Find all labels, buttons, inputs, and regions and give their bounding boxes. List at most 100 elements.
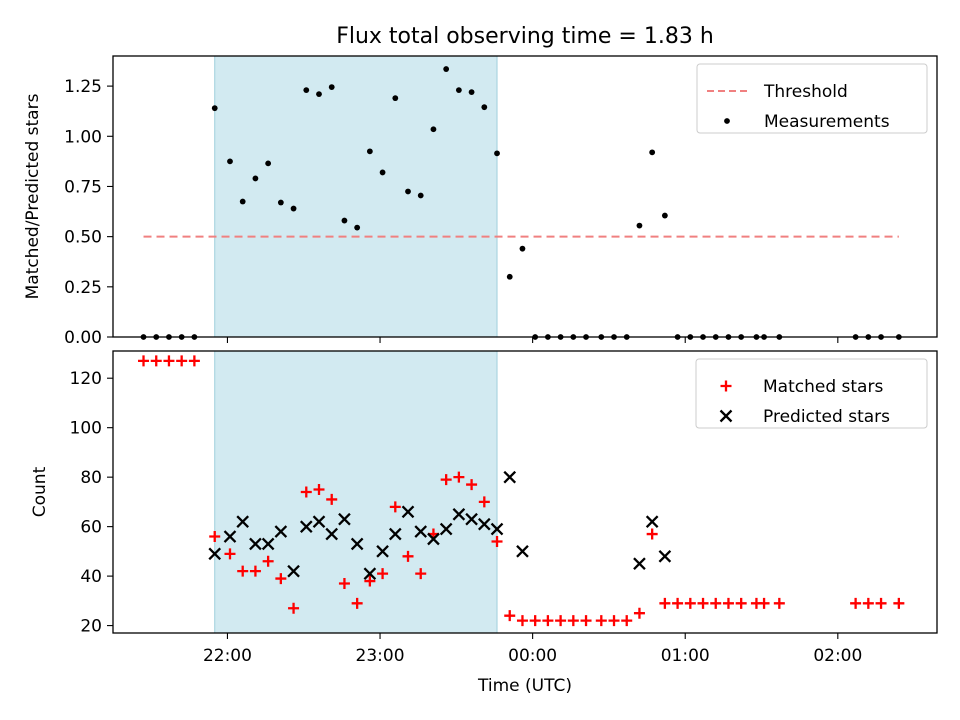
- count-panel-frame: [112, 350, 938, 634]
- measurement-point: [636, 222, 643, 229]
- measurement-point: [366, 148, 373, 155]
- predicted-star-point: [427, 532, 440, 546]
- matched-star-point: [389, 501, 401, 513]
- measurement-point: [379, 169, 386, 176]
- y-tick-label: 20: [80, 617, 102, 637]
- measurement-point: [417, 192, 424, 199]
- matched-star-point: [478, 496, 490, 508]
- legend-box: [695, 358, 928, 429]
- predicted-star-point: [516, 545, 529, 558]
- legend-label: Threshold: [763, 82, 848, 102]
- matched-star-point: [209, 531, 221, 543]
- matched-star-point: [491, 535, 503, 547]
- y-tick-label: 80: [80, 468, 102, 488]
- measurement-point: [649, 149, 656, 156]
- matched-star-point: [850, 597, 862, 609]
- matched-star-point: [288, 602, 300, 614]
- matched-star-point: [415, 568, 427, 580]
- measurement-point: [341, 217, 348, 224]
- legend-label: Measurements: [764, 112, 890, 132]
- predicted-star-point: [401, 505, 415, 519]
- time-x-axis: 22:00 23:00 00:00 01:00 02:00: [203, 633, 862, 666]
- matched-star-point: [453, 471, 465, 483]
- predicted-star-point: [477, 517, 491, 531]
- predicted-star-point: [350, 537, 364, 551]
- predicted-star-point: [223, 530, 237, 543]
- matched-star-point: [684, 597, 696, 609]
- matched-star-point: [672, 597, 684, 609]
- matched-star-point: [722, 597, 734, 609]
- count-y-axis-label: Count: [30, 466, 50, 517]
- matched-star-point: [542, 615, 554, 627]
- predicted-star-point: [363, 567, 377, 580]
- measurement-point: [661, 212, 668, 219]
- chart-title: Flux total observing time = 1.83 h: [336, 24, 714, 49]
- matched-star-point: [262, 555, 274, 567]
- legend-box: [696, 63, 928, 134]
- predicted-star-point: [287, 564, 300, 578]
- legend-label: Predicted stars: [763, 407, 890, 427]
- ratio-y-axis: 0.00 0.25 0.50 0.75 1.00 1.25: [64, 77, 113, 348]
- time-x-axis-label: Time (UTC): [477, 676, 572, 696]
- ratio-x-tick-marks: [226, 337, 839, 343]
- count-y-axis: 20 40 60 80 100 120: [70, 369, 113, 637]
- predicted-star-point: [208, 547, 222, 561]
- legend-x-marker: [719, 409, 733, 423]
- matched-star-point: [633, 607, 645, 619]
- matched-star-point: [555, 615, 567, 627]
- measurement-point: [290, 205, 297, 212]
- y-tick-label: 40: [80, 567, 102, 587]
- ratio-panel: 0.00 0.25 0.50 0.75 1.00 1.25 Matched/Predict…: [23, 55, 938, 348]
- observing-span: [214, 56, 498, 337]
- measurement-point: [506, 273, 513, 280]
- matched-star-point: [249, 565, 261, 577]
- matched-star-point: [150, 355, 162, 367]
- measurement-point: [430, 126, 437, 133]
- predicted-star-point: [452, 507, 466, 521]
- matched-star-point: [758, 597, 770, 609]
- predicted-star-point: [376, 545, 389, 558]
- matched-star-point: [377, 568, 389, 580]
- measurement-point: [519, 245, 526, 252]
- x-tick-label: 23:00: [356, 646, 405, 666]
- matched-star-point: [224, 548, 236, 560]
- count-legend: Matched stars Predicted stars: [695, 358, 928, 429]
- matched-star-point: [595, 615, 607, 627]
- matched-star-point: [608, 615, 620, 627]
- matched-star-point: [710, 597, 722, 609]
- observing-span: [214, 351, 498, 633]
- measurement-point: [303, 87, 310, 94]
- predicted-star-point: [465, 512, 478, 526]
- measurement-point: [405, 188, 411, 195]
- y-tick-label: 1.25: [64, 77, 102, 97]
- matched-star-point: [862, 597, 874, 609]
- predicted-star-point: [503, 470, 517, 484]
- ratio-legend: Threshold Measurements: [696, 63, 928, 134]
- matched-star-point: [188, 355, 200, 367]
- y-tick-label: 100: [70, 419, 102, 439]
- y-tick-label: 0.75: [64, 177, 102, 197]
- matched-star-point: [275, 573, 287, 585]
- measurement-point: [227, 158, 233, 165]
- x-tick-label: 01:00: [661, 646, 710, 666]
- predicted-star-point: [325, 527, 339, 541]
- matched-star-point: [621, 615, 633, 627]
- measurement-point: [252, 175, 259, 182]
- predicted-star-point: [236, 515, 250, 528]
- matched-star-point: [326, 493, 338, 505]
- predicted-star-point: [249, 537, 262, 551]
- y-tick-label: 60: [80, 518, 102, 538]
- matched-star-point: [580, 615, 592, 627]
- matched-star-point: [529, 615, 541, 627]
- predicted-star-point: [274, 525, 288, 538]
- predicted-star-point: [261, 537, 275, 551]
- counts-layer: [138, 355, 905, 627]
- predicted-star-point: [439, 522, 453, 536]
- matched-star-point: [440, 474, 452, 486]
- predicted-star-point: [414, 525, 428, 538]
- predicted-star-point: [645, 515, 659, 528]
- matched-star-point: [364, 575, 376, 587]
- legend-label: Matched stars: [763, 377, 883, 397]
- measurement-point: [328, 84, 335, 91]
